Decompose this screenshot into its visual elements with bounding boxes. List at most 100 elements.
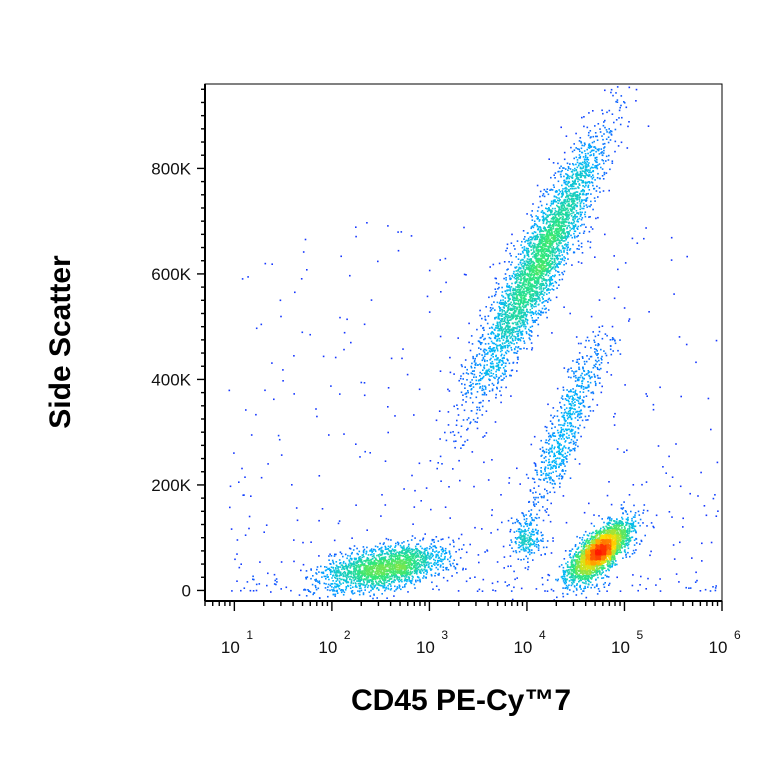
event-point — [449, 543, 451, 546]
event-point — [598, 187, 601, 189]
event-point — [482, 436, 484, 438]
event-point — [570, 449, 573, 452]
event-point — [535, 300, 538, 303]
event-point — [584, 172, 587, 174]
event-point — [520, 536, 522, 539]
event-point — [501, 331, 504, 333]
event-point — [536, 236, 538, 238]
event-point — [575, 216, 577, 218]
event-point — [597, 216, 599, 219]
event-point — [586, 170, 589, 172]
event-point — [593, 514, 595, 516]
event-point — [573, 585, 576, 588]
event-point — [571, 548, 574, 550]
event-point — [563, 456, 565, 458]
event-point — [570, 579, 572, 581]
event-point — [523, 254, 526, 257]
event-point — [543, 279, 545, 282]
event-point — [556, 579, 559, 582]
event-point — [543, 450, 546, 453]
event-point — [563, 367, 566, 369]
event-point — [522, 538, 525, 540]
event-point — [351, 551, 353, 554]
event-point — [486, 369, 488, 372]
event-point — [510, 517, 513, 519]
event-point — [529, 542, 532, 545]
event-point — [628, 494, 631, 496]
event-point — [550, 200, 553, 203]
event-point — [588, 375, 591, 378]
event-point — [335, 572, 337, 574]
event-point — [569, 403, 572, 405]
event-point — [582, 357, 584, 359]
event-point — [544, 488, 546, 491]
event-point — [570, 575, 572, 578]
event-point — [502, 301, 504, 304]
event-point — [532, 203, 534, 205]
event-point — [491, 389, 494, 392]
event-point — [393, 549, 395, 551]
event-point — [511, 298, 514, 300]
event-point — [503, 316, 506, 319]
event-point — [476, 383, 478, 385]
event-point — [416, 573, 418, 575]
event-point — [623, 101, 625, 103]
event-point — [491, 342, 494, 344]
event-point — [535, 543, 537, 546]
event-point — [560, 170, 562, 173]
event-point — [528, 328, 530, 331]
event-point — [632, 484, 635, 486]
event-point — [306, 269, 308, 271]
event-point — [561, 192, 564, 195]
event-point — [562, 569, 565, 572]
event-point — [527, 546, 529, 549]
event-point — [555, 251, 557, 253]
event-point — [419, 551, 421, 553]
event-point — [625, 544, 628, 546]
event-point — [444, 547, 447, 550]
event-point — [482, 369, 484, 371]
event-point — [435, 556, 437, 559]
event-point — [510, 332, 513, 334]
event-point — [563, 412, 566, 414]
event-point — [504, 365, 507, 367]
event-point — [594, 384, 597, 387]
event-point — [576, 198, 579, 200]
event-point — [618, 117, 620, 119]
event-point — [513, 293, 516, 296]
event-point — [411, 571, 414, 573]
event-point — [590, 226, 592, 228]
event-point — [540, 314, 542, 316]
event-point — [551, 252, 554, 254]
event-point — [551, 279, 554, 281]
event-point — [576, 215, 578, 218]
event-point — [520, 548, 522, 551]
event-point — [453, 545, 455, 548]
event-point — [675, 443, 677, 445]
event-point — [585, 184, 587, 187]
event-point — [367, 579, 369, 581]
event-point — [589, 381, 592, 384]
event-point — [535, 538, 538, 541]
event-point — [608, 131, 611, 133]
event-point — [602, 152, 605, 154]
event-point — [542, 519, 545, 522]
event-point — [280, 588, 282, 590]
event-point — [528, 510, 530, 512]
event-point — [445, 281, 447, 284]
event-point — [576, 202, 579, 204]
event-point — [569, 229, 571, 232]
event-point — [441, 560, 443, 563]
event-point — [589, 246, 592, 249]
event-point — [580, 167, 582, 170]
event-point — [333, 555, 336, 557]
event-point — [528, 527, 530, 530]
event-point — [337, 567, 339, 570]
event-point — [481, 372, 483, 375]
event-point — [579, 397, 581, 400]
event-point — [567, 218, 569, 221]
event-point — [573, 204, 576, 207]
event-point — [514, 339, 517, 341]
event-point — [587, 181, 590, 183]
event-point — [571, 182, 574, 185]
